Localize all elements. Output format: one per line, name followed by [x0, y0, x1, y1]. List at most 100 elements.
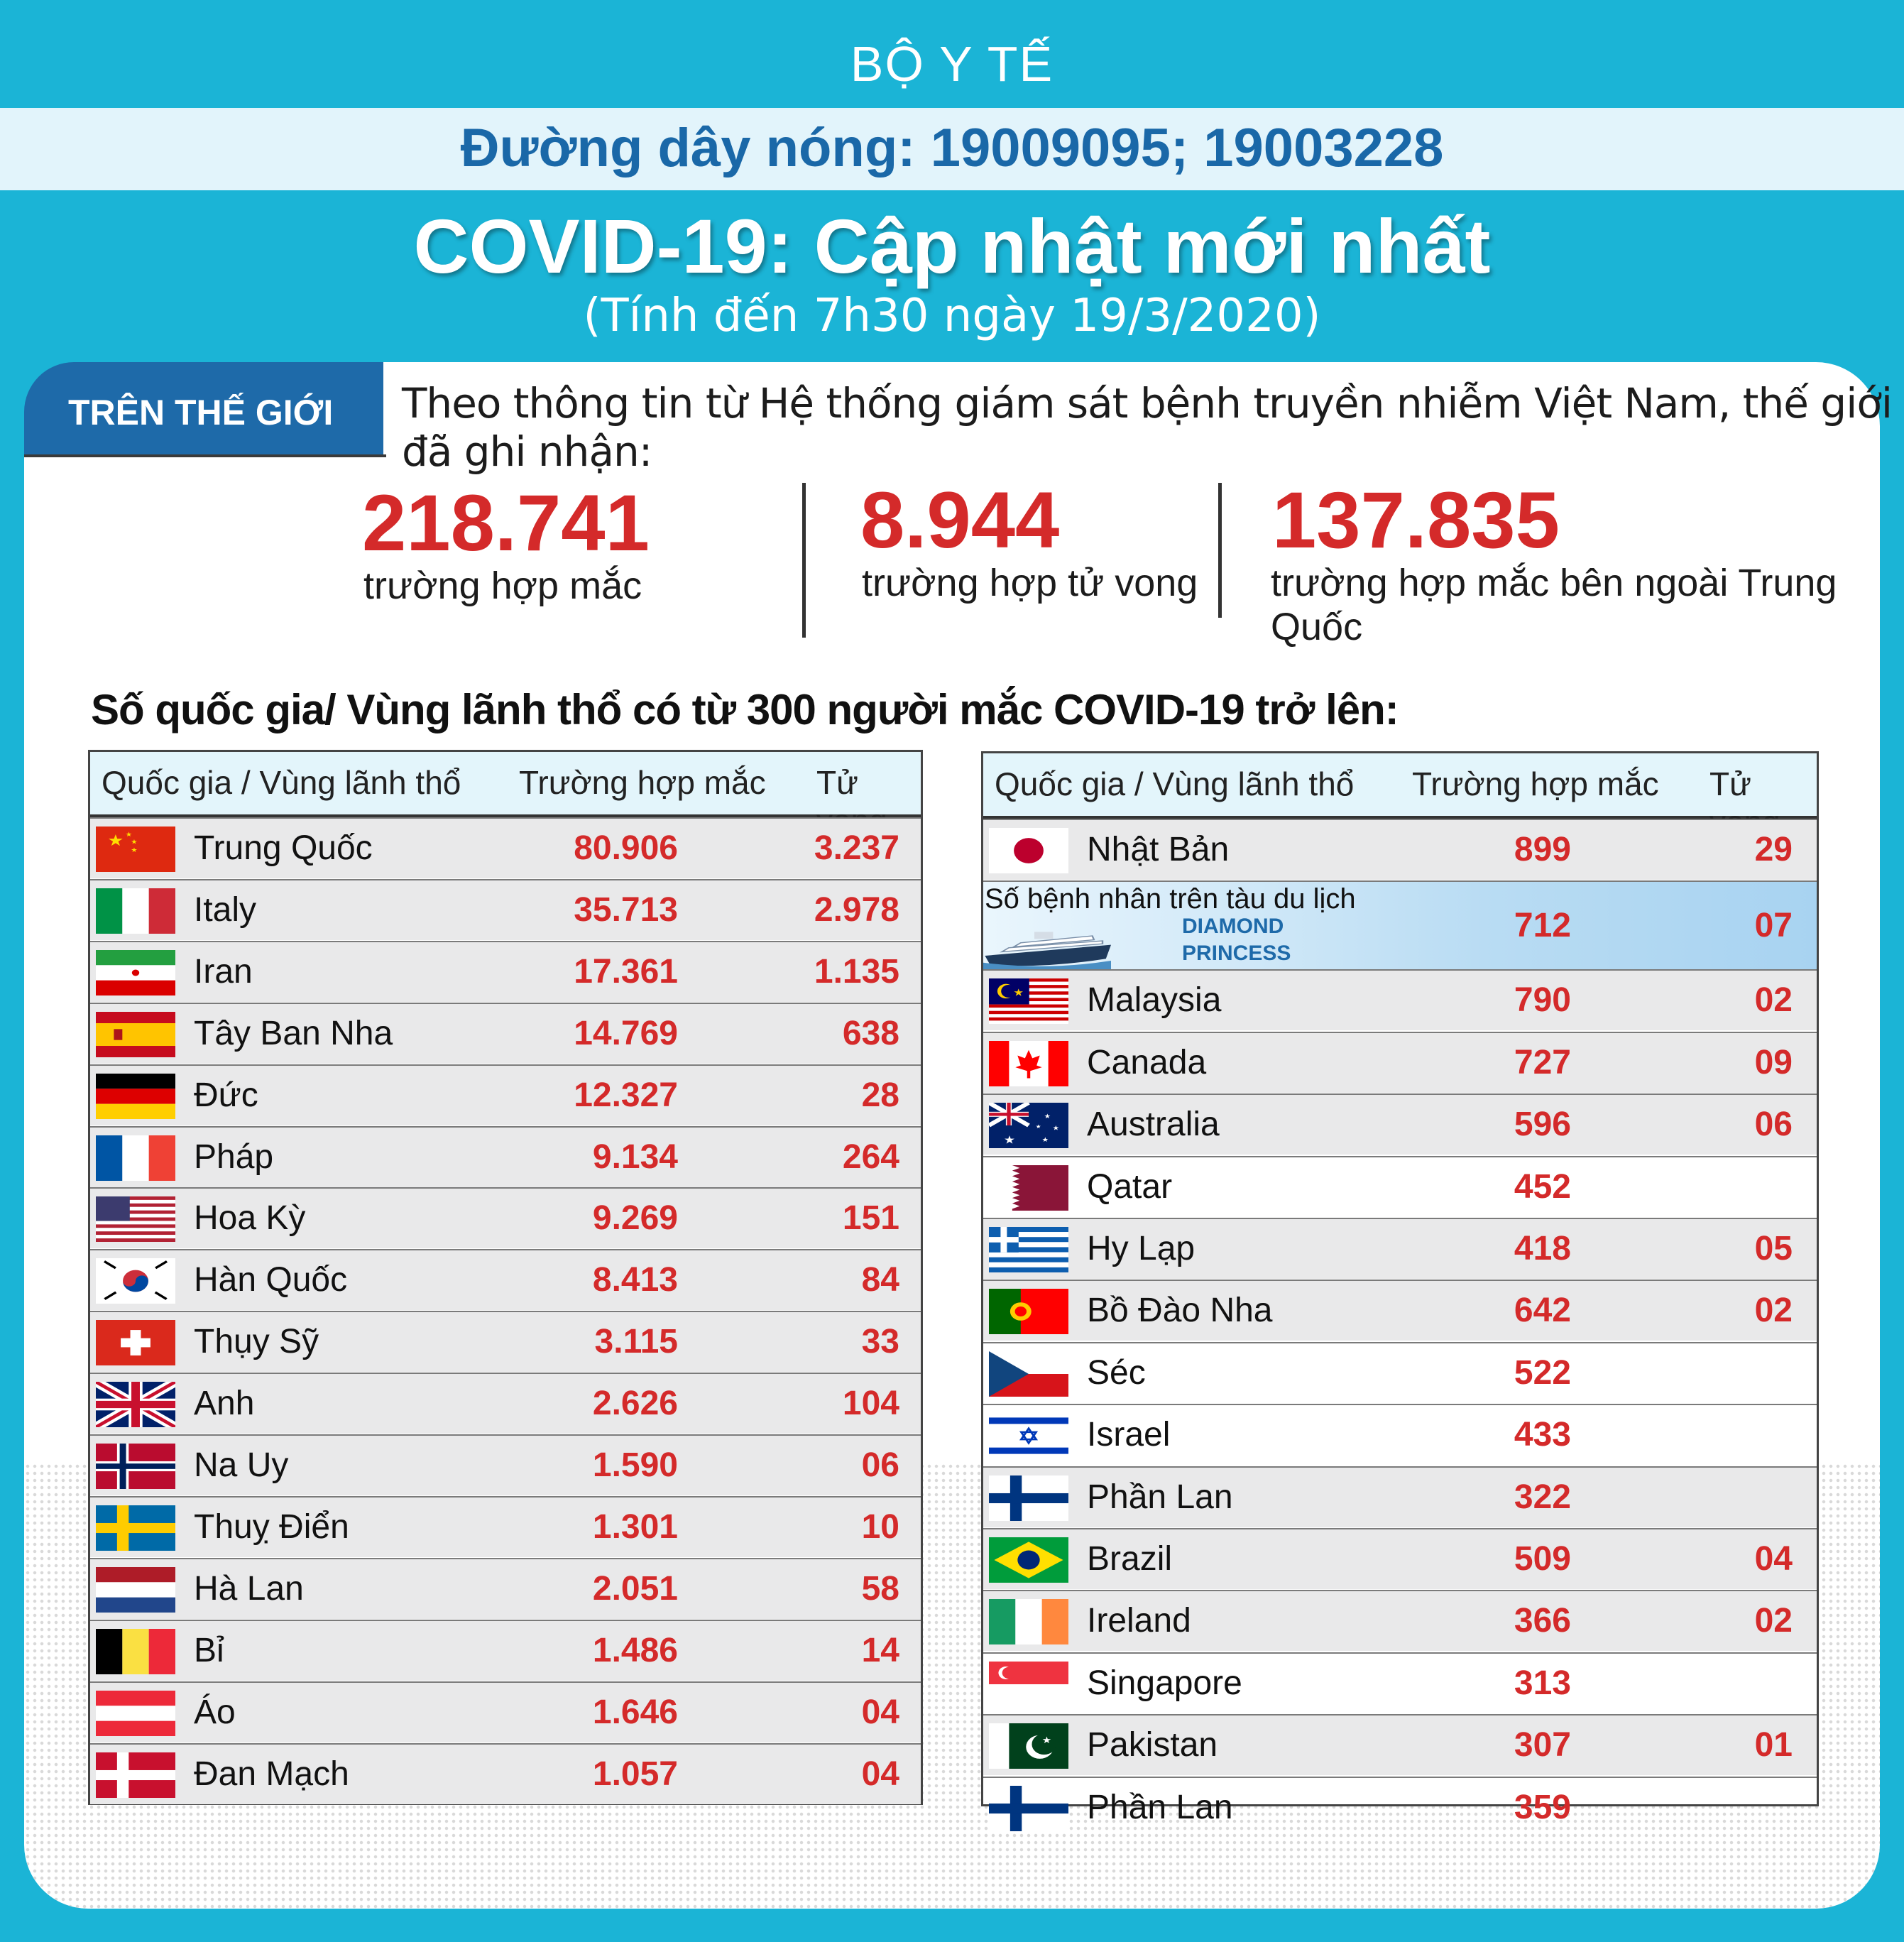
iran-flag — [96, 949, 175, 995]
table-row: Hà Lan 2.051 58 — [90, 1557, 921, 1619]
case-count: 790 — [1514, 981, 1571, 1020]
greece-flag — [989, 1227, 1068, 1272]
death-count: 06 — [1754, 1106, 1793, 1144]
svg-text:★: ★ — [131, 839, 138, 846]
table-row: Phần Lan 322 — [983, 1466, 1817, 1527]
table-row: Đan Mạch 1.057 04 — [90, 1742, 921, 1804]
case-count: 642 — [1514, 1292, 1571, 1330]
italy-flag — [96, 888, 175, 934]
case-count: 522 — [1514, 1353, 1571, 1392]
case-count: 1.590 — [592, 1446, 678, 1484]
canada-flag — [989, 1040, 1068, 1086]
country-name: Đức — [194, 1076, 258, 1114]
world-tab — [24, 362, 383, 454]
death-count: 09 — [1754, 1043, 1793, 1081]
table-header: Quốc gia / Vùng lãnh thổ Trường hợp mắc … — [983, 753, 1817, 841]
case-count: 359 — [1514, 1788, 1571, 1826]
finland-flag — [989, 1475, 1068, 1521]
table-row: Israel 433 — [983, 1404, 1817, 1465]
page-subtitle: (Tính đến 7h30 ngày 19/3/2020) — [583, 290, 1321, 342]
stat-total-cases-label: trường hợp mắc — [363, 564, 642, 607]
belgium-flag — [96, 1628, 175, 1674]
israel-flag — [989, 1413, 1068, 1459]
country-name: Hàn Quốc — [194, 1261, 348, 1299]
death-count: 02 — [1754, 981, 1793, 1020]
table-row: Italy 35.713 2.978 — [90, 878, 921, 940]
death-count: 58 — [861, 1569, 899, 1608]
norway-flag — [96, 1444, 175, 1489]
stat-outside-china-label: trường hợp mắc bên ngoài Trung Quốc — [1271, 562, 1837, 648]
table-row: Thuỵ Điển 1.301 10 — [90, 1495, 921, 1557]
country-name: Anh — [194, 1385, 255, 1423]
death-count: 04 — [861, 1755, 899, 1793]
table-row: Áo 1.646 04 — [90, 1681, 921, 1742]
table-row: ★ Malaysia 790 02 — [983, 969, 1817, 1031]
case-count: 35.713 — [574, 890, 678, 929]
case-count: 9.134 — [592, 1138, 678, 1176]
south-korea-flag — [96, 1258, 175, 1304]
death-count: 638 — [842, 1014, 899, 1052]
death-count: 104 — [842, 1385, 899, 1423]
table-row: Bồ Đào Nha 642 02 — [983, 1280, 1817, 1341]
qatar-flag — [989, 1164, 1068, 1211]
svg-text:★: ★ — [1042, 1137, 1049, 1144]
case-count: 418 — [1514, 1230, 1571, 1267]
stat-total-deaths-label: trường hợp tử vong — [862, 562, 1198, 604]
table-row: Séc 522 — [983, 1341, 1817, 1403]
country-name: Trung Quốc — [194, 829, 373, 867]
country-name: Nhật Bản — [1087, 831, 1230, 868]
table-header: Quốc gia / Vùng lãnh thổ Trường hợp mắc … — [90, 752, 921, 839]
table-row: Hy Lạp 418 05 — [983, 1218, 1817, 1279]
table-row: Singapore 313 — [983, 1652, 1817, 1713]
table-row: Thụy Sỹ 3.115 33 — [90, 1311, 921, 1373]
china-flag: ★ ★ ★ ★ — [96, 827, 175, 872]
country-name: Malaysia — [1087, 981, 1222, 1020]
case-count: 14.769 — [574, 1014, 678, 1052]
case-count: 2.051 — [592, 1569, 678, 1608]
country-name: Đan Mạch — [194, 1755, 349, 1793]
stat-total-cases: 218.741 — [362, 479, 650, 567]
country-name: Hà Lan — [194, 1569, 304, 1608]
spain-flag — [96, 1011, 175, 1057]
svg-text:★: ★ — [126, 831, 133, 839]
finland-flag — [989, 1785, 1068, 1831]
table-row: Bỉ 1.486 14 — [90, 1619, 921, 1681]
country-name: Hy Lạp — [1087, 1230, 1196, 1267]
country-name: Phần Lan — [1087, 1788, 1233, 1826]
case-count: 452 — [1514, 1167, 1571, 1206]
death-count: 04 — [861, 1693, 899, 1731]
case-count: 2.626 — [592, 1385, 678, 1423]
country-name: Ireland — [1087, 1602, 1191, 1640]
col-country-header: Quốc gia / Vùng lãnh thổ — [995, 765, 1355, 802]
case-count: 12.327 — [574, 1076, 678, 1114]
death-count: 2.978 — [814, 890, 899, 929]
country-name: Qatar — [1087, 1167, 1173, 1206]
stat-divider — [802, 483, 806, 638]
country-list-title: Số quốc gia/ Vùng lãnh thổ có từ 300 ngư… — [91, 686, 1399, 733]
table-row: Số bệnh nhân trên tàu du lịch DIAMOND PRI… — [983, 880, 1817, 971]
countries-table-right: Quốc gia / Vùng lãnh thổ Trường hợp mắc … — [981, 751, 1819, 1831]
col-cases-header: Trường hợp mắc — [1412, 765, 1659, 802]
death-count: 06 — [861, 1446, 899, 1484]
death-count: 33 — [861, 1323, 899, 1361]
death-count: 02 — [1754, 1292, 1793, 1330]
ship-brand-name: DIAMOND PRINCESS — [1182, 915, 1291, 966]
case-count: 17.361 — [574, 952, 678, 991]
case-count: 80.906 — [574, 829, 678, 867]
cruise-ship-image — [983, 921, 1111, 971]
table-row: Iran 17.361 1.135 — [90, 940, 921, 1002]
svg-text:★: ★ — [1004, 1134, 1015, 1146]
col-cases-header: Trường hợp mắc — [519, 764, 766, 801]
switzerland-flag — [96, 1320, 175, 1366]
table-row: Hàn Quốc 8.413 84 — [90, 1249, 921, 1311]
col-country-header: Quốc gia / Vùng lãnh thổ — [102, 764, 461, 801]
country-name: Israel — [1087, 1416, 1171, 1454]
death-count: 84 — [861, 1261, 899, 1299]
death-count: 1.135 — [814, 952, 899, 991]
country-name: Phần Lan — [1087, 1478, 1233, 1516]
svg-text:★: ★ — [131, 846, 138, 853]
table-row: Hoa Kỳ 9.269 151 — [90, 1187, 921, 1249]
svg-text:★: ★ — [1036, 1123, 1041, 1130]
case-count: 322 — [1514, 1478, 1571, 1516]
country-name: Singapore — [1087, 1664, 1242, 1702]
